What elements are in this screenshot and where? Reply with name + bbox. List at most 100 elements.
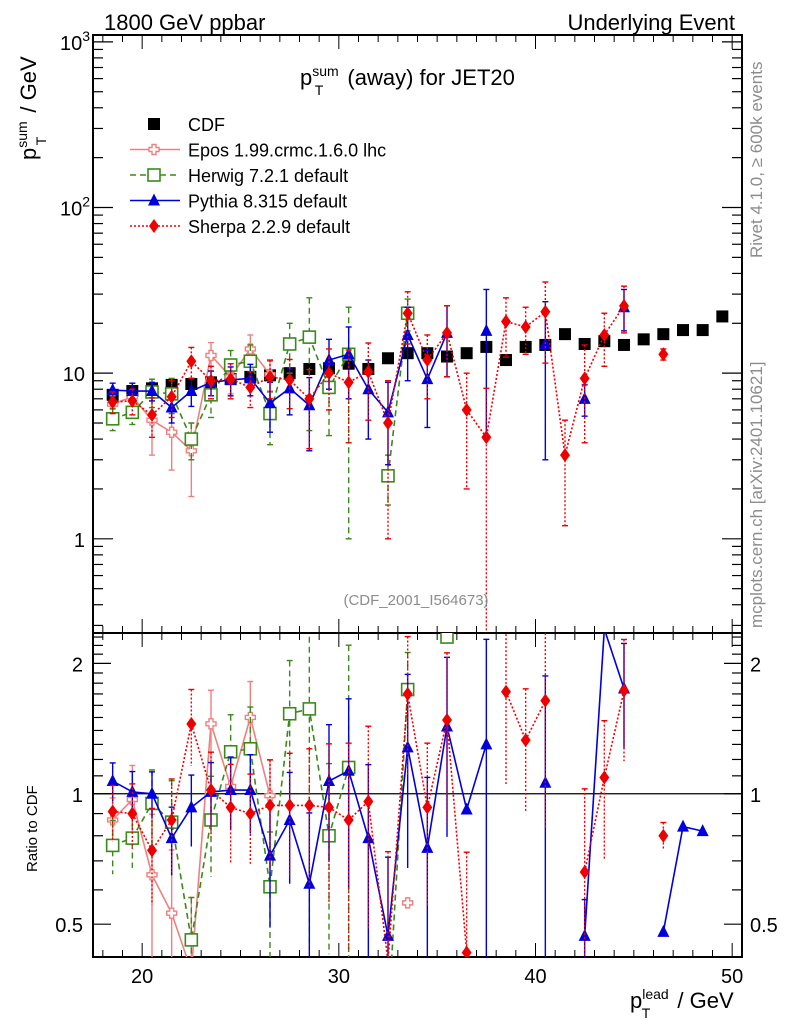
ratio-point xyxy=(107,804,118,819)
data-point xyxy=(205,349,217,362)
legend-label: Sherpa 2.2.9 default xyxy=(188,217,350,237)
ratio-axis-ticks: 20 30 40 50 2 2 1 1 0.5 0.5 xyxy=(55,633,778,988)
y-tick-label: 102 xyxy=(60,194,90,221)
legend-item: Epos 1.99.crmc.1.6.0 lhc xyxy=(130,141,386,161)
data-point xyxy=(421,372,434,385)
x-axis-label: plead T / GeV xyxy=(630,986,734,1021)
legend-label: Epos 1.99.crmc.1.6.0 lhc xyxy=(188,141,386,161)
ratio-point xyxy=(146,786,158,799)
data-point xyxy=(323,353,335,366)
data-point xyxy=(206,373,216,388)
ratio-point xyxy=(206,783,216,798)
ratio-point xyxy=(282,706,297,721)
data-point xyxy=(677,324,689,337)
data-point xyxy=(186,354,197,369)
data-point xyxy=(166,389,177,404)
data-point xyxy=(146,384,158,397)
data-point xyxy=(245,380,256,395)
y-tick-label: 1 xyxy=(74,530,85,552)
data-point xyxy=(519,340,532,353)
data-point xyxy=(480,323,493,336)
ratio-point xyxy=(165,907,178,919)
data-point xyxy=(304,391,315,406)
x-tick-label: 40 xyxy=(524,966,546,988)
data-point xyxy=(442,325,452,340)
ratio-point xyxy=(540,693,551,708)
data-point xyxy=(363,364,374,379)
data-point xyxy=(264,396,276,409)
ratio-point xyxy=(696,824,709,837)
data-point xyxy=(578,337,591,350)
series-sherpa xyxy=(107,281,669,633)
legend-marker xyxy=(148,118,160,130)
ratio-y-tick-label: 2 xyxy=(72,654,83,676)
data-point xyxy=(481,430,492,445)
ratio-point xyxy=(461,945,472,957)
main-y-label: psum T / GeV xyxy=(14,56,49,160)
data-point xyxy=(283,381,296,394)
main-series-layer xyxy=(105,281,729,633)
ratio-point xyxy=(440,633,454,644)
ratio-point xyxy=(126,784,139,797)
analysis-watermark: (CDF_2001_I564673) xyxy=(343,592,488,609)
ratio-point xyxy=(243,741,258,756)
data-point xyxy=(265,369,275,384)
data-point xyxy=(559,328,571,341)
data-point xyxy=(125,405,140,420)
x-tick-label: 20 xyxy=(131,966,153,988)
ratio-point xyxy=(165,831,178,844)
legend-marker xyxy=(148,143,160,156)
data-point xyxy=(343,375,354,390)
ratio-point xyxy=(205,718,217,730)
ratio-point xyxy=(146,869,158,881)
data-point xyxy=(147,407,157,422)
ratio-point xyxy=(657,924,670,937)
data-point xyxy=(460,347,473,360)
ratio-point xyxy=(619,683,629,698)
data-point xyxy=(284,372,295,387)
data-point xyxy=(107,394,118,409)
data-point xyxy=(165,426,178,438)
ratio-point xyxy=(579,864,590,879)
data-point xyxy=(716,310,729,323)
plot-title: psum T (away) for JET20 xyxy=(300,63,515,98)
data-point xyxy=(225,372,236,387)
ratio-point xyxy=(578,928,591,941)
data-point xyxy=(696,324,709,337)
legend-label: Pythia 8.315 default xyxy=(188,192,347,212)
ratio-series-sherpa xyxy=(107,633,669,957)
data-point xyxy=(383,416,393,431)
ratio-point xyxy=(302,702,317,716)
y-tick-label: 103 xyxy=(60,28,90,55)
ratio-point xyxy=(460,802,473,815)
legend: CDF Epos 1.99.crmc.1.6.0 lhc Herwig 7.2.1 … xyxy=(130,115,386,237)
data-point xyxy=(381,469,395,483)
data-point xyxy=(658,347,669,362)
ratio-point xyxy=(264,848,276,861)
ratio-point xyxy=(480,737,493,750)
ratio-point xyxy=(147,843,157,858)
rivet-label: Rivet 4.1.0, ≥ 600k events xyxy=(747,62,766,258)
data-point xyxy=(579,371,590,386)
ratio-y-tick-label: 0.5 xyxy=(55,915,83,937)
data-point xyxy=(599,327,610,342)
legend-item: Herwig 7.2.1 default xyxy=(130,166,348,186)
data-point xyxy=(127,393,138,408)
ratio-point xyxy=(265,798,275,813)
ratio-point xyxy=(501,684,511,699)
ratio-point xyxy=(658,828,669,843)
data-point xyxy=(401,327,414,340)
ratio-series-layer xyxy=(105,633,709,1020)
data-point xyxy=(382,405,394,418)
x-tick-label: 50 xyxy=(721,966,743,988)
ratio-point xyxy=(342,763,355,776)
legend-marker xyxy=(147,168,161,182)
data-point xyxy=(560,448,570,463)
ratio-point xyxy=(402,686,413,701)
ratio-series-group xyxy=(105,633,709,1020)
ratio-point xyxy=(599,770,610,785)
data-point xyxy=(282,337,297,351)
ratio-point xyxy=(264,789,276,802)
ratio-line xyxy=(113,637,447,1020)
